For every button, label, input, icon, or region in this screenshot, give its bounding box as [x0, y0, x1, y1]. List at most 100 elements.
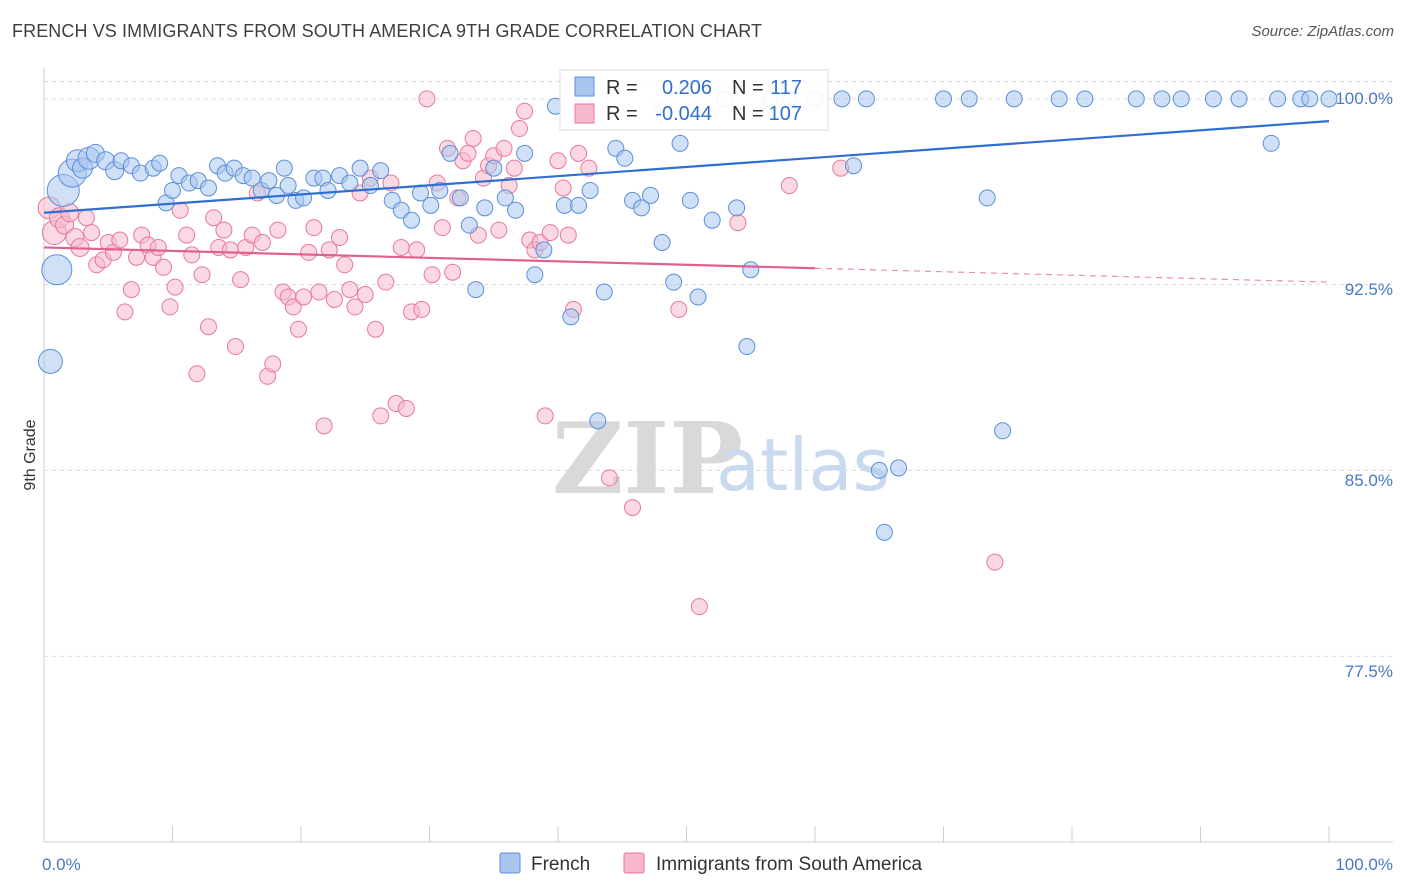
stats-immig-r-label: R =: [606, 103, 638, 125]
immig-point: [423, 266, 441, 284]
french-point: [341, 174, 359, 192]
french-point: [275, 159, 293, 177]
immig-point: [510, 120, 528, 138]
y-tick-labels: 100.0% 92.5% 85.0% 77.5%: [1335, 89, 1393, 681]
french-point: [595, 283, 613, 301]
immig-point: [310, 283, 328, 301]
french-point: [570, 196, 588, 214]
french-point: [199, 179, 217, 197]
immig-point: [377, 273, 395, 291]
immig-point: [269, 221, 287, 239]
immig-point: [199, 318, 217, 336]
french-point: [151, 154, 169, 172]
immig-point: [215, 221, 233, 239]
french-point: [665, 273, 683, 291]
immig-point: [624, 499, 642, 517]
watermark: ZIP atlas: [552, 402, 890, 517]
french-point: [703, 211, 721, 229]
immig-point: [320, 241, 338, 259]
french-point: [845, 157, 863, 175]
french-point: [562, 308, 580, 326]
immig-point: [264, 355, 282, 373]
french-point: [485, 159, 503, 177]
french-point: [1301, 90, 1319, 108]
french-point: [833, 90, 851, 108]
immig-point: [221, 241, 239, 259]
french-point: [361, 177, 379, 195]
immig-point: [670, 300, 688, 318]
french-point: [392, 201, 410, 219]
immig-point: [315, 417, 333, 435]
y-tick-label: 92.5%: [1345, 280, 1393, 299]
french-point: [890, 459, 908, 477]
french-point: [535, 241, 553, 259]
french-series: [37, 90, 1338, 541]
immig-point: [83, 224, 101, 242]
french-point: [476, 199, 494, 217]
french-point: [1320, 90, 1338, 108]
immig-point: [193, 266, 211, 284]
legend: French Immigrants from South America: [499, 852, 923, 875]
immig-point: [516, 102, 534, 120]
immig-point: [116, 303, 134, 321]
french-point: [496, 189, 514, 207]
immig-point: [205, 209, 223, 227]
french-point: [37, 348, 63, 374]
immig-point: [171, 201, 189, 219]
immig-point: [397, 399, 415, 417]
french-trend-line: [43, 120, 1330, 214]
immig-trend-line: [43, 246, 816, 270]
french-point: [164, 181, 181, 199]
french-point: [738, 338, 756, 356]
french-point: [526, 266, 544, 284]
immig-point: [464, 129, 482, 147]
immig-point: [226, 338, 244, 356]
immig-point: [541, 224, 559, 242]
french-point: [1127, 90, 1145, 108]
french-point: [994, 422, 1012, 440]
immig-point: [122, 281, 140, 299]
immig-point: [408, 241, 426, 259]
immig-point: [128, 248, 146, 266]
immig-point: [372, 407, 390, 425]
french-point: [633, 199, 651, 217]
french-point: [671, 134, 689, 152]
french-point: [742, 261, 760, 279]
x-tick-label-max: 100.0%: [1335, 855, 1393, 874]
french-point: [1269, 90, 1287, 108]
x-tick-marks: [43, 826, 1330, 842]
immig-point: [341, 281, 359, 299]
french-point: [857, 90, 875, 108]
immig-point: [418, 90, 436, 108]
immig-point: [161, 298, 179, 316]
french-point: [1050, 90, 1068, 108]
immig-point: [325, 290, 343, 308]
immig-point: [155, 258, 173, 276]
immig-point: [490, 221, 508, 239]
immig-trend-line-extension: [814, 267, 1330, 283]
french-point: [1172, 90, 1190, 108]
french-point: [516, 144, 534, 162]
french-point: [978, 189, 996, 207]
immig-point: [459, 144, 477, 162]
stats-immig-swatch: [574, 103, 595, 124]
immig-point: [559, 226, 577, 244]
french-point: [431, 181, 449, 199]
trend-lines: [43, 120, 1330, 283]
french-point: [589, 412, 607, 430]
watermark-atlas: atlas: [716, 423, 890, 507]
immig-point: [600, 469, 618, 487]
immig-point: [284, 298, 302, 316]
french-point: [1076, 90, 1094, 108]
immig-point: [986, 553, 1004, 571]
french-point: [960, 90, 978, 108]
stats-french-swatch: [574, 76, 595, 97]
french-point: [1005, 90, 1023, 108]
french-point: [870, 461, 888, 479]
immig-point: [367, 320, 385, 338]
french-point: [689, 288, 707, 306]
immig-point: [188, 365, 206, 383]
immig-point: [356, 286, 374, 304]
french-point: [422, 196, 440, 214]
